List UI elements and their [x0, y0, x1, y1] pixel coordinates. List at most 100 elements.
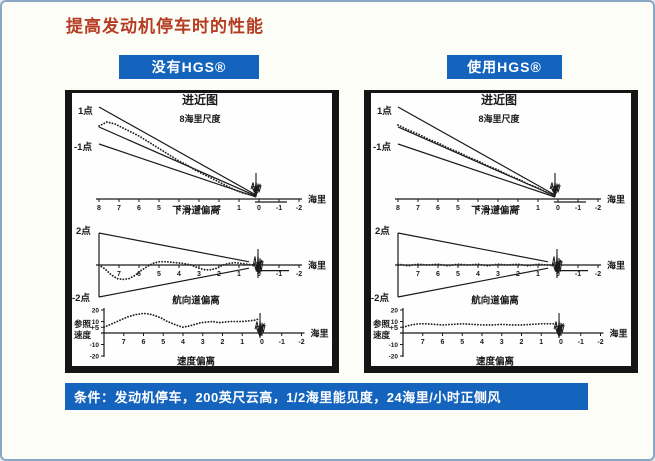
svg-text:速度: 速度	[373, 330, 391, 340]
svg-text:-1: -1	[578, 339, 584, 346]
svg-text:6: 6	[436, 271, 440, 278]
svg-text:海里: 海里	[607, 260, 625, 271]
header-chip-with-hgs: 使用HGS®	[447, 55, 562, 79]
svg-text:0: 0	[260, 339, 264, 346]
svg-text:20: 20	[391, 308, 399, 315]
condition-bar: 条件：发动机停车，200英尺云高，1/2海里能见度，24海里/小时正侧风	[65, 383, 588, 410]
svg-text:-2: -2	[298, 339, 304, 346]
svg-text:0: 0	[257, 205, 261, 212]
svg-text:-1点: -1点	[74, 141, 92, 153]
svg-text:4: 4	[177, 271, 181, 278]
svg-text:海里: 海里	[610, 328, 628, 339]
svg-text:-1: -1	[276, 205, 282, 212]
svg-text:+5: +5	[389, 323, 398, 332]
svg-text:-2: -2	[296, 271, 302, 278]
svg-text:6: 6	[137, 271, 141, 278]
svg-text:2点: 2点	[375, 225, 390, 237]
svg-text:7: 7	[416, 205, 420, 212]
svg-text:1: 1	[237, 205, 241, 212]
svg-text:7: 7	[421, 339, 425, 346]
svg-text:-10: -10	[389, 342, 399, 349]
svg-text:7: 7	[416, 271, 420, 278]
svg-text:8海里尺度: 8海里尺度	[179, 113, 221, 124]
svg-text:航向道偏离: 航向道偏离	[471, 295, 519, 306]
svg-text:速度偏离: 速度偏离	[476, 356, 515, 367]
svg-text:6: 6	[142, 339, 146, 346]
svg-text:4: 4	[476, 271, 480, 278]
svg-text:7: 7	[117, 205, 121, 212]
svg-text:3: 3	[201, 339, 205, 346]
svg-text:速度偏离: 速度偏离	[177, 356, 216, 367]
svg-text:海里: 海里	[607, 194, 625, 205]
svg-text:速度: 速度	[74, 330, 92, 340]
svg-text:5: 5	[157, 271, 161, 278]
svg-text:参照: 参照	[373, 319, 391, 329]
svg-text:4: 4	[476, 205, 480, 212]
svg-text:-20: -20	[389, 354, 399, 361]
svg-text:20: 20	[92, 308, 100, 315]
svg-text:8: 8	[396, 205, 400, 212]
svg-text:6: 6	[441, 339, 445, 346]
svg-text:海里: 海里	[308, 260, 326, 271]
svg-text:2: 2	[520, 339, 524, 346]
svg-text:海里: 海里	[308, 194, 326, 205]
svg-text:-1: -1	[279, 339, 285, 346]
svg-text:5: 5	[456, 271, 460, 278]
svg-text:1点: 1点	[78, 105, 93, 117]
svg-text:-2点: -2点	[371, 292, 389, 304]
svg-text:1: 1	[237, 271, 241, 278]
svg-text:-20: -20	[90, 354, 100, 361]
svg-text:7: 7	[122, 339, 126, 346]
svg-text:下滑道偏离: 下滑道偏离	[471, 205, 519, 216]
svg-text:-2: -2	[595, 271, 601, 278]
svg-text:3: 3	[197, 271, 201, 278]
header-chip-without-hgs: 没有HGS®	[119, 55, 259, 79]
svg-text:下滑道偏离: 下滑道偏离	[172, 205, 220, 216]
svg-text:2: 2	[221, 339, 225, 346]
svg-text:-10: -10	[90, 342, 100, 349]
svg-text:-1: -1	[276, 271, 282, 278]
svg-text:0: 0	[556, 205, 560, 212]
svg-text:1: 1	[240, 339, 244, 346]
svg-text:5: 5	[161, 339, 165, 346]
svg-text:0: 0	[556, 271, 560, 278]
svg-text:参照: 参照	[74, 319, 92, 329]
svg-text:4: 4	[480, 339, 484, 346]
svg-text:0: 0	[559, 339, 563, 346]
svg-text:0: 0	[257, 271, 261, 278]
svg-text:海里: 海里	[311, 328, 329, 339]
svg-text:1: 1	[536, 205, 540, 212]
svg-text:10: 10	[391, 319, 399, 326]
svg-text:-2: -2	[296, 205, 302, 212]
svg-text:5: 5	[157, 205, 161, 212]
svg-text:4: 4	[177, 205, 181, 212]
svg-text:1点: 1点	[377, 105, 392, 117]
svg-text:3: 3	[197, 205, 201, 212]
svg-text:6: 6	[436, 205, 440, 212]
svg-text:2: 2	[217, 205, 221, 212]
svg-text:进近图: 进近图	[182, 93, 218, 107]
svg-text:1: 1	[539, 339, 543, 346]
svg-text:-1点: -1点	[373, 141, 391, 153]
svg-text:5: 5	[456, 205, 460, 212]
svg-text:10: 10	[92, 319, 100, 326]
svg-text:-2: -2	[595, 205, 601, 212]
svg-text:7: 7	[117, 271, 121, 278]
svg-text:-2点: -2点	[72, 292, 90, 304]
svg-text:8海里尺度: 8海里尺度	[478, 113, 520, 124]
svg-text:3: 3	[496, 271, 500, 278]
svg-text:-1: -1	[575, 271, 581, 278]
svg-text:航向道偏离: 航向道偏离	[172, 295, 220, 306]
svg-text:进近图: 进近图	[481, 93, 517, 107]
svg-text:2点: 2点	[76, 225, 91, 237]
page-title: 提高发动机停车时的性能	[66, 17, 264, 36]
